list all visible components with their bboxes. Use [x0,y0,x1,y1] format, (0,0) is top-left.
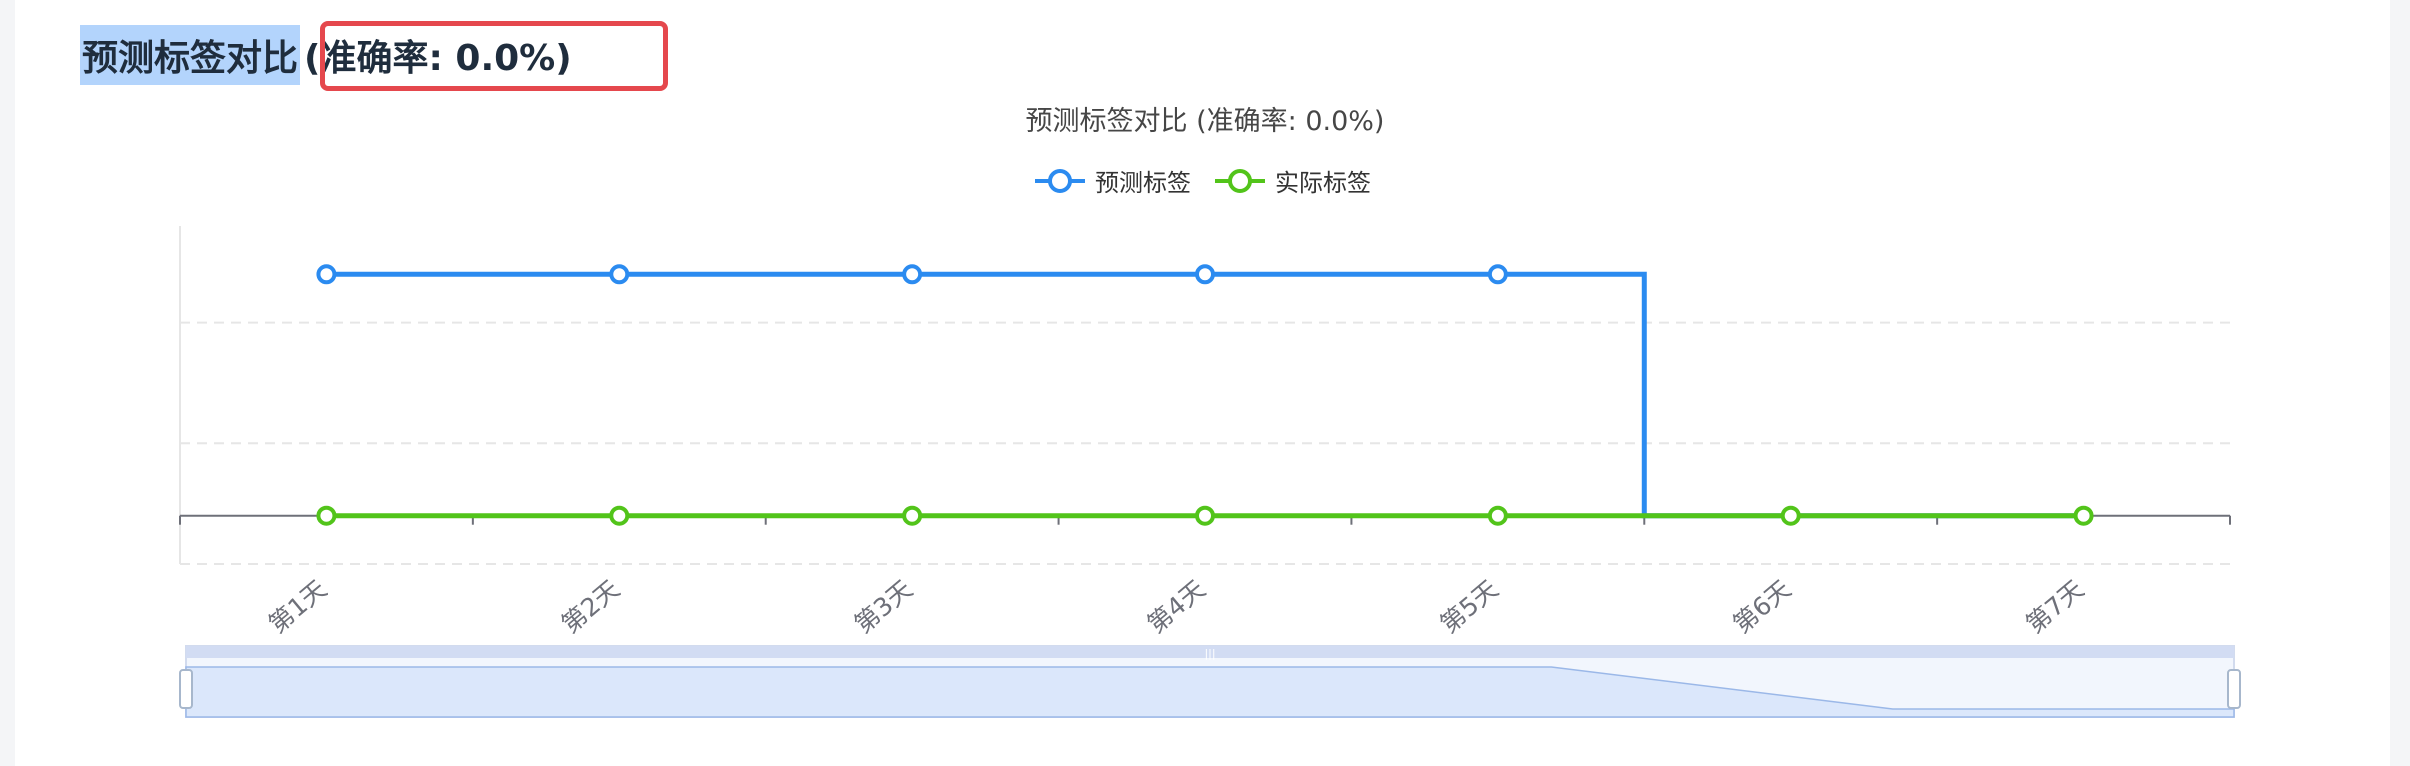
accuracy-annotation-box [320,21,668,91]
legend-marker-2 [1228,169,1252,193]
page-title-highlighted: 预测标签对比 [80,25,301,85]
datazoom-handle-left[interactable] [179,669,193,709]
chart-card [15,0,2390,766]
legend-marker-1 [1048,169,1072,193]
data-point [1195,264,1215,285]
data-point [1780,505,1801,526]
data-point [1487,264,1508,285]
x-tick-label: 第6天 [1727,574,1796,639]
data-point [902,505,923,526]
page-title-accuracy: (准确率: 0.0%) [304,38,572,79]
data-point [1195,505,1215,526]
page-title: 预测标签对比 (准确率: 0.0%) [80,25,576,85]
legend-label-1: 预测标签 [1095,169,1191,197]
series-line-1 [326,271,2084,519]
x-tick-label: 第7天 [2020,574,2089,639]
data-point [902,264,923,285]
x-tick-label: 第2天 [556,574,625,639]
x-tick-label: 第4天 [1142,574,1211,639]
chart-title: 预测标签对比 (准确率: 0.0%) [1026,106,1385,137]
data-point [2073,505,2094,526]
legend-label-2: 实际标签 [1275,169,1371,197]
datazoom-handle-right[interactable] [2227,669,2241,709]
x-tick-label: 第1天 [263,574,332,639]
data-point [316,505,337,526]
data-point [1487,505,1508,526]
datazoom-move-bar [186,646,2234,658]
data-point [316,264,337,285]
x-tick-label: 第5天 [1435,574,1504,639]
data-point [609,505,630,526]
data-point [609,264,630,285]
x-tick-label: 第3天 [849,574,918,639]
datazoom-preview [185,666,2235,718]
datazoom-grip: ||| [1204,647,1215,660]
